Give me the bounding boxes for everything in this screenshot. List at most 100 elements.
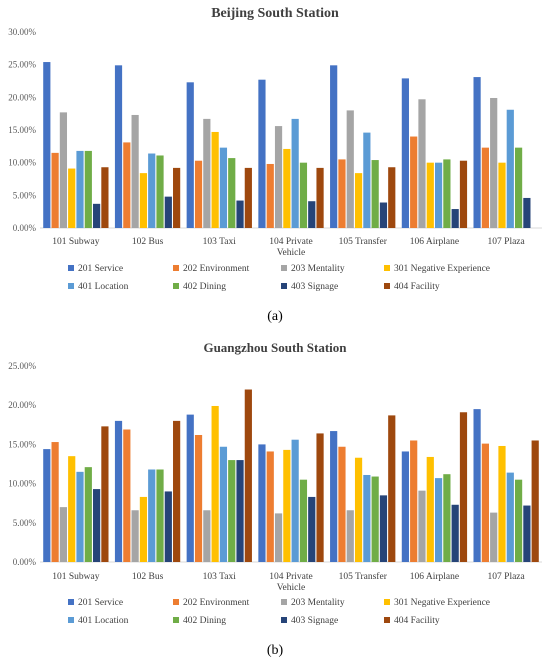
- bar: [363, 132, 371, 228]
- legend-label: 404 Facility: [394, 282, 440, 292]
- bar: [59, 112, 68, 228]
- y-tick-label: 10.00%: [8, 479, 36, 489]
- x-tick-label: 107 Plaza: [488, 572, 526, 582]
- legend-item: 403 Signage: [281, 282, 338, 292]
- legend-item: 404 Facility: [384, 282, 440, 292]
- legend-item: 301 Negative Experience: [384, 598, 490, 608]
- legend-swatch: [384, 283, 390, 289]
- bar: [244, 389, 252, 562]
- legend-swatch: [384, 265, 390, 271]
- bar: [418, 99, 426, 228]
- bar: [236, 200, 244, 228]
- legend-label: 301 Negative Experience: [394, 264, 490, 274]
- legend-label: 401 Location: [78, 282, 129, 292]
- bar: [379, 202, 388, 228]
- y-tick-label: 20.00%: [8, 92, 36, 102]
- y-tick-label: 15.00%: [8, 439, 36, 449]
- legend-swatch: [173, 599, 179, 605]
- legend-label: 202 Environment: [183, 598, 250, 608]
- legend-label: 404 Facility: [394, 616, 440, 626]
- legend-swatch: [173, 617, 179, 623]
- bar: [434, 162, 443, 228]
- bars: [40, 389, 542, 563]
- legend-swatch: [68, 265, 74, 271]
- legend-label: 201 Service: [78, 598, 123, 608]
- x-tick-label: 102 Bus: [132, 572, 164, 582]
- legend-swatch: [384, 617, 390, 623]
- bar: [388, 167, 396, 228]
- legend-swatch: [68, 283, 74, 289]
- bar: [101, 426, 109, 562]
- bar: [228, 460, 236, 562]
- bar: [473, 77, 481, 228]
- bar: [76, 150, 84, 228]
- legend-label: 203 Mentality: [291, 264, 345, 274]
- bar: [443, 159, 451, 228]
- bar: [76, 471, 84, 562]
- bar: [59, 507, 68, 562]
- legend: 201 Service 202 Environment 203 Mentality 3…: [68, 264, 490, 292]
- bar: [418, 490, 426, 562]
- x-tick-label: 103 Taxi: [203, 572, 237, 582]
- bar: [363, 474, 371, 562]
- y-tick-label: 15.00%: [8, 125, 36, 135]
- bar: [410, 136, 418, 228]
- y-tick-label: 5.00%: [13, 518, 37, 528]
- bar: [354, 457, 363, 562]
- bar: [330, 431, 338, 562]
- bar: [186, 82, 194, 228]
- bar: [266, 163, 274, 228]
- bar: [379, 495, 388, 562]
- y-axis-ticks: 0.00% 5.00% 10.00% 15.00% 20.00% 25.00% 30.00%: [8, 27, 36, 233]
- bar: [443, 474, 451, 562]
- legend-item: 402 Dining: [173, 616, 226, 626]
- bar: [84, 150, 92, 228]
- x-tick-label: 104 Private Vehicle: [269, 572, 313, 593]
- bar: [68, 456, 76, 562]
- bar: [203, 510, 211, 562]
- bar: [156, 155, 164, 228]
- legend-item: 203 Mentality: [281, 264, 345, 274]
- bar: [371, 476, 379, 562]
- bar: [459, 412, 468, 562]
- bar: [274, 513, 283, 562]
- bar: [490, 512, 498, 562]
- bar: [308, 496, 316, 562]
- bar: [258, 444, 266, 562]
- bar: [194, 434, 203, 562]
- legend-swatch: [68, 599, 74, 605]
- bar: [371, 160, 379, 228]
- bar: [68, 168, 76, 228]
- bar: [299, 162, 308, 228]
- bar: [523, 505, 531, 562]
- bar: [388, 415, 396, 562]
- legend-item: 404 Facility: [384, 616, 440, 626]
- legend-label: 402 Dining: [183, 282, 226, 292]
- bar: [283, 449, 291, 562]
- bar: [148, 469, 156, 562]
- legend-item: 201 Service: [68, 264, 123, 274]
- bar: [531, 440, 539, 562]
- x-tick-label: 102 Bus: [132, 237, 164, 247]
- bar: [219, 446, 228, 562]
- bar: [523, 197, 531, 228]
- legend-label: 401 Location: [78, 616, 129, 626]
- bar: [51, 152, 59, 228]
- x-tick-label: 105 Transfer: [339, 571, 388, 582]
- bar: [114, 65, 123, 228]
- legend-label: 403 Signage: [291, 616, 338, 626]
- panel-label-b: (b): [267, 643, 284, 658]
- bar: [43, 449, 51, 562]
- legend-item: 403 Signage: [281, 616, 338, 626]
- x-tick-label: 104 Private Vehicle: [269, 237, 313, 258]
- x-tick-label: 103 Taxi: [203, 237, 237, 247]
- bar: [51, 442, 59, 562]
- bar: [506, 472, 514, 562]
- chart-beijing-south-station: Beijing South Station 0.00% 5.00% 10.00% 15…: [8, 6, 542, 324]
- x-axis-categories: 101 Subway 102 Bus 103 Taxi 104 Private Vehi…: [52, 236, 525, 258]
- x-tick-label: 107 Plaza: [488, 237, 526, 247]
- x-axis-categories: 101 Subway 102 Bus 103 Taxi 104 Private Vehi…: [52, 571, 525, 593]
- bar: [514, 479, 523, 562]
- legend-label: 403 Signage: [291, 282, 338, 292]
